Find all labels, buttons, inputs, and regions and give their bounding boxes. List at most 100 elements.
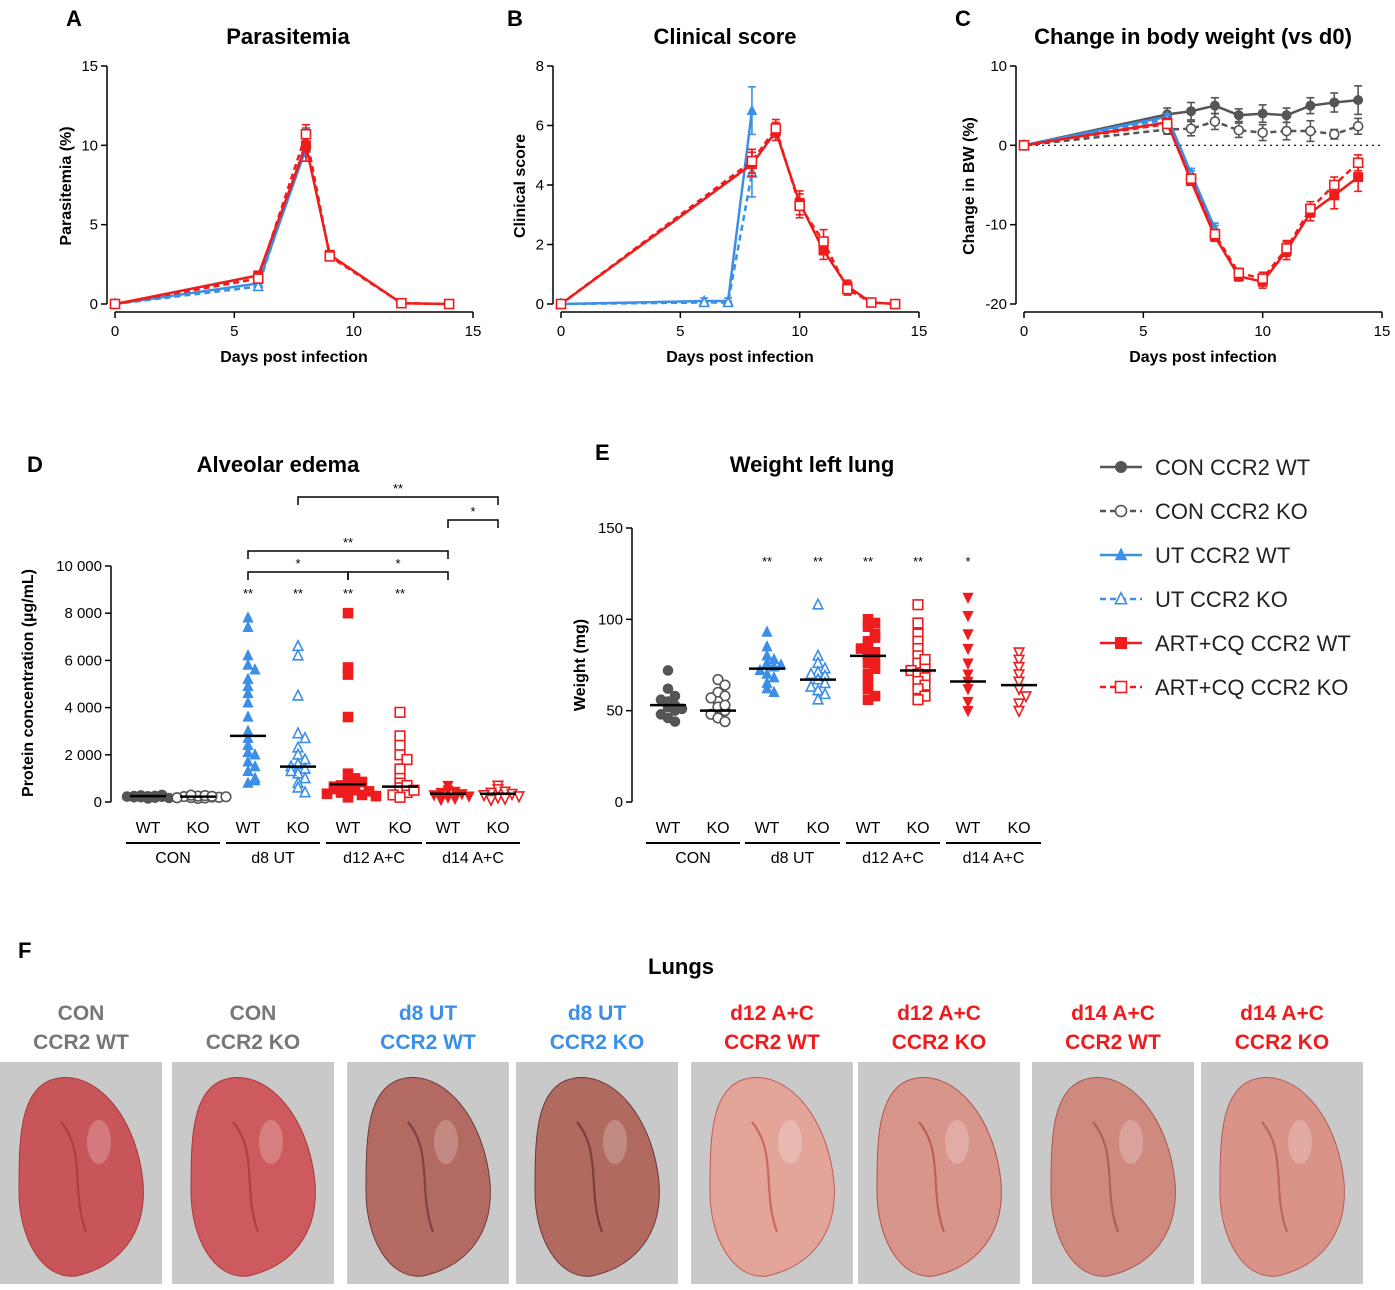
plot-area: 0 2 000 4 000 6 000 8 000 10 000 WT KO WT KO WT KO W…	[56, 481, 526, 867]
data-point	[1352, 120, 1364, 132]
y-tick-label: 2	[536, 237, 544, 254]
data-point	[242, 649, 254, 661]
data-point	[1328, 179, 1340, 191]
y-tick-label: 0	[90, 296, 98, 313]
data-point	[869, 663, 881, 674]
data-point	[818, 236, 829, 247]
legend-symbol	[1100, 637, 1142, 649]
group-label: d14 A+C	[963, 850, 1025, 867]
lung-label-line1: CON	[230, 1002, 277, 1025]
data-point	[298, 730, 312, 744]
series-line	[1023, 117, 1217, 232]
lungs-panel: CON CCR2 WT CON CCR2 KO d8 UT CCR2 WT d8 UT CCR…	[0, 1002, 1363, 1284]
legend-item: ART+CQ CCR2 WT	[1100, 631, 1351, 656]
y-axis-label: Parasitemia (%)	[58, 126, 75, 245]
y-tick-label: 150	[598, 520, 623, 537]
panel-letter-b: B	[507, 6, 523, 31]
lung-highlight	[778, 1120, 802, 1164]
x-tick-label: 5	[1139, 323, 1147, 340]
chart-clinical-score: Clinical score Days post infection Clini…	[512, 24, 927, 366]
x-tick-label: 10	[791, 323, 808, 340]
data-point	[1305, 125, 1316, 137]
data-point	[804, 679, 818, 692]
y-tick-label: 0	[94, 794, 102, 811]
bracket-label: **	[393, 481, 403, 496]
y-tick-label: 100	[598, 611, 623, 628]
data-point	[811, 597, 825, 610]
data-point	[1329, 97, 1340, 108]
lung-label-line1: d12 A+C	[897, 1002, 981, 1025]
significance-label: **	[343, 586, 353, 601]
data-point	[962, 643, 974, 656]
significance-bracket: **	[297, 481, 499, 505]
data-group	[650, 665, 688, 727]
lung-item: d14 A+C CCR2 WT	[1032, 1002, 1194, 1284]
lung-highlight	[1119, 1120, 1143, 1164]
chart-title: Weight left lung	[730, 452, 895, 477]
data-point	[291, 726, 305, 739]
series-line	[560, 125, 896, 306]
data-point	[746, 155, 758, 167]
lung-tissue	[1219, 1077, 1345, 1277]
series-line	[114, 140, 450, 306]
data-point	[1209, 228, 1221, 240]
data-point	[291, 688, 305, 701]
data-point	[249, 774, 261, 786]
data-point	[705, 692, 717, 704]
legend-symbol	[1100, 680, 1142, 694]
data-point	[842, 283, 853, 295]
category-label: KO	[906, 820, 929, 837]
data-point	[962, 696, 974, 709]
data-group: **	[850, 554, 886, 706]
x-axis-label: Days post infection	[220, 349, 368, 366]
data-point	[1281, 125, 1292, 137]
data-point	[662, 665, 674, 676]
series-line	[1023, 115, 1217, 230]
category-label: KO	[286, 820, 309, 837]
data-point	[862, 657, 874, 669]
y-tick-label: 8 000	[64, 605, 102, 622]
y-tick-label: 10 000	[56, 558, 102, 575]
data-point	[242, 658, 254, 670]
chart-title: Clinical score	[653, 24, 796, 49]
lung-item: CON CCR2 WT	[0, 1002, 162, 1284]
lung-label-line1: d8 UT	[568, 1002, 627, 1025]
data-point	[912, 694, 924, 706]
significance-bracket: *	[347, 556, 449, 580]
legend-item: CON CCR2 WT	[1100, 455, 1310, 480]
y-tick-label: 50	[606, 703, 623, 720]
series-line	[1023, 98, 1359, 147]
y-axis-label: Change in BW (%)	[961, 117, 978, 255]
data-point	[1281, 243, 1292, 254]
data-point	[249, 663, 261, 675]
data-point	[768, 671, 780, 683]
data-point	[761, 682, 773, 694]
data-point	[1012, 705, 1026, 718]
significance-label: *	[965, 554, 970, 569]
significance-label: **	[293, 586, 303, 601]
data-point	[1019, 691, 1033, 704]
data-point	[662, 683, 674, 695]
series	[109, 123, 455, 310]
lung-item: d12 A+C CCR2 WT	[691, 1002, 853, 1284]
data-point	[1012, 661, 1026, 675]
x-axis-label: Days post infection	[1129, 349, 1277, 366]
lung-label-line2: CCR2 WT	[724, 1031, 820, 1054]
legend-label: ART+CQ CCR2 WT	[1155, 631, 1351, 656]
bracket-label: *	[395, 556, 400, 571]
lung-label-line2: CCR2 KO	[892, 1031, 987, 1054]
data-group: **	[900, 554, 936, 706]
data-group: **	[280, 586, 316, 798]
data-point	[804, 666, 818, 680]
data-point	[443, 298, 455, 310]
data-point	[1305, 203, 1316, 215]
data-point	[1257, 127, 1268, 138]
group-label: d8 UT	[771, 850, 815, 867]
y-axis-label: Weight (mg)	[572, 619, 589, 711]
data-point	[220, 791, 232, 803]
lung-fissure	[232, 1121, 260, 1233]
legend-item: ART+CQ CCR2 KO	[1100, 675, 1348, 700]
lung-tissue	[18, 1077, 144, 1277]
data-point	[962, 592, 974, 605]
lung-label-line2: CCR2 KO	[550, 1031, 645, 1054]
